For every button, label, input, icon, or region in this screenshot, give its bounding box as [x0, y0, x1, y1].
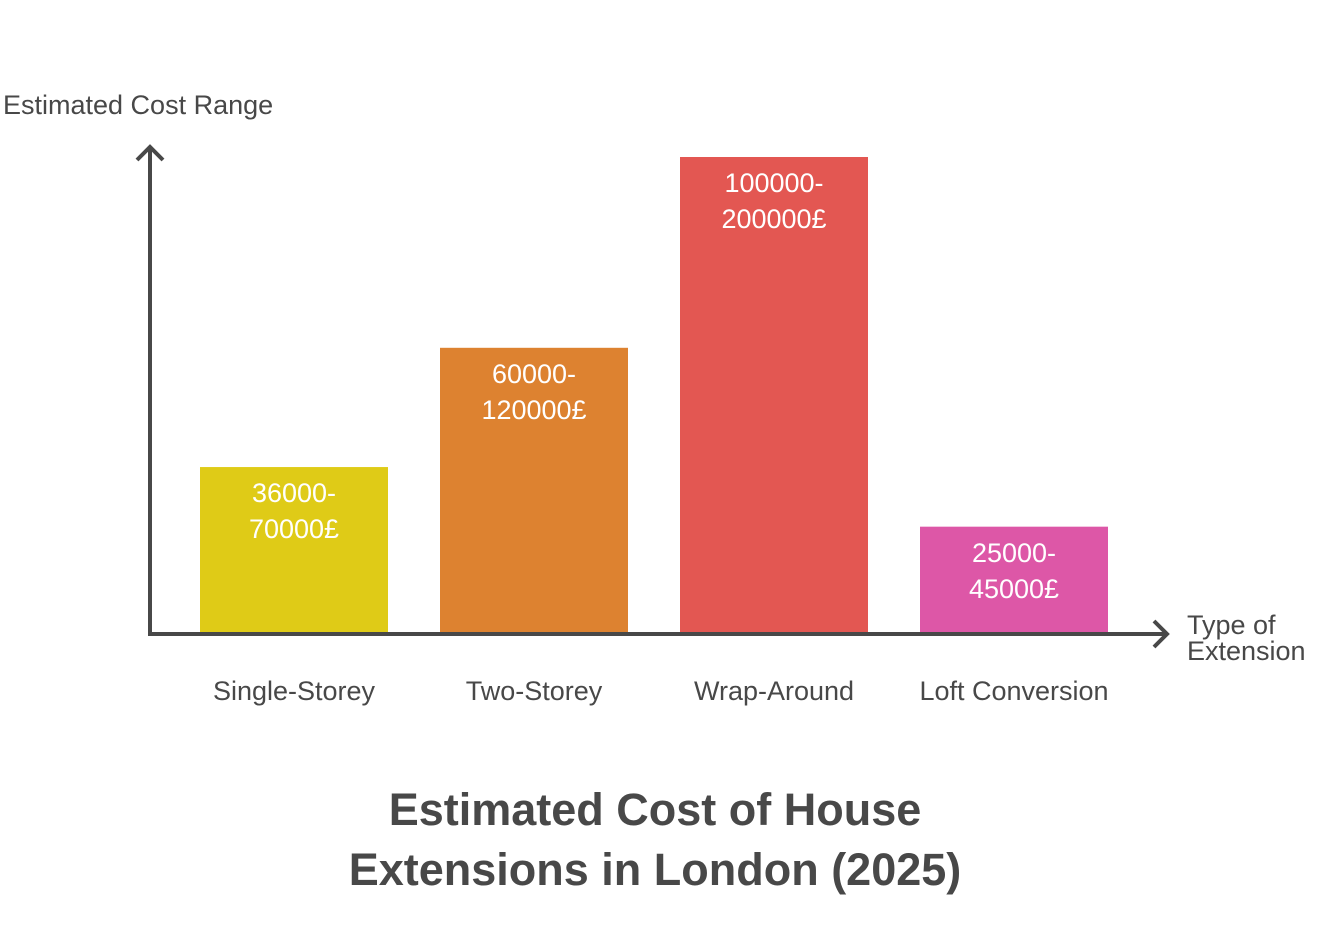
bar-value-label: 36000- 70000£	[200, 475, 388, 547]
x-axis-label: Type of Extension	[1187, 600, 1325, 676]
category-label: Wrap-Around	[693, 676, 855, 706]
chart-title: Estimated Cost of House Extensions in Lo…	[0, 780, 1310, 900]
y-axis	[135, 144, 165, 634]
bar	[440, 347, 628, 634]
bar-value-label: 100000- 200000£	[680, 165, 868, 237]
bar-value-line: 70000£	[248, 514, 340, 545]
chart-title-line: Extensions in London (2025)	[348, 844, 962, 895]
category-label: Loft Conversion	[919, 676, 1109, 706]
bar	[200, 467, 388, 634]
chart-title-line: Estimated Cost of House	[388, 784, 922, 835]
x-axis-label-line: Type of	[1187, 610, 1276, 640]
bar-value-label: 60000- 120000£	[440, 356, 628, 428]
x-axis-label-line: Extension	[1187, 636, 1306, 666]
bar-value-line: 36000-	[251, 478, 337, 509]
bar	[920, 526, 1108, 634]
bar	[680, 157, 868, 634]
x-axis	[148, 619, 1170, 649]
bar-value-line: 100000-	[724, 168, 824, 198]
category-label: Two-Storey	[465, 676, 603, 706]
y-axis-label: Estimated Cost Range	[3, 90, 274, 120]
bar-value-label: 25000- 45000£	[920, 535, 1108, 607]
bar-value-line: 120000£	[481, 394, 587, 425]
bar-value-line: 60000-	[491, 358, 577, 389]
bar-value-line: 25000-	[971, 537, 1057, 568]
bar-value-line: 200000£	[721, 204, 827, 234]
category-label: Single-Storey	[212, 676, 376, 706]
bar-value-line: 45000£	[968, 573, 1060, 604]
